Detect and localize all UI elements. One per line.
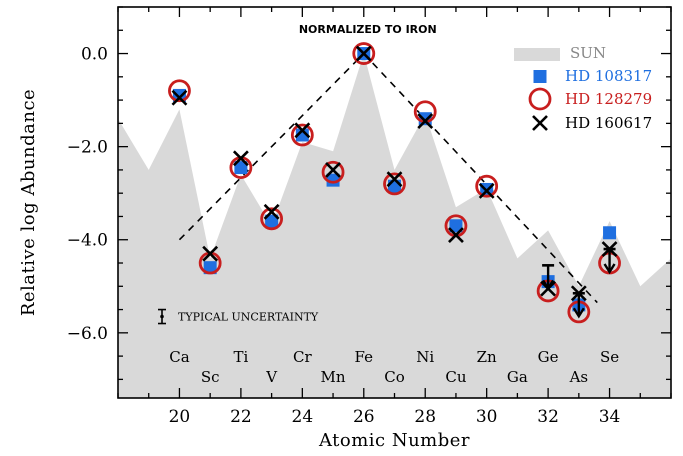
hd108317-point (388, 179, 401, 193)
element-label: Cr (293, 348, 312, 366)
legend-swatch-square (533, 70, 547, 83)
hd108317-point (603, 226, 617, 240)
y-tick-label: −2.0 (67, 138, 108, 158)
x-axis-title: Atomic Number (318, 430, 470, 451)
legend-entry: SUN (514, 44, 606, 62)
element-label: As (569, 368, 589, 386)
hd128279-point (321, 160, 345, 184)
limit-head (542, 279, 555, 291)
sun-area-layer (118, 53, 671, 398)
element-label: Ti (233, 348, 248, 366)
legend-entry: HD 128279 (528, 87, 652, 111)
uncertainty-label: TYPICAL UNCERTAINTY (178, 311, 319, 324)
upper-limit-arrow (603, 247, 616, 275)
x-stroke-b (532, 115, 548, 131)
hd128279-point (352, 42, 376, 65)
hd160617-point (478, 182, 495, 199)
y-axis-title: Relative log Abundance (18, 89, 39, 316)
x-stroke-b (417, 113, 434, 129)
hd160617-point (417, 113, 434, 129)
hd108317-point (203, 261, 217, 275)
hd160617-point (294, 122, 311, 139)
hd160617-point (386, 171, 403, 188)
hd160617-point (232, 150, 249, 167)
legend-label: HD 160617 (565, 114, 652, 132)
hd128279-point (475, 174, 499, 198)
hd128279-point (290, 123, 314, 147)
chart-title: NORMALIZED TO IRON (299, 23, 437, 36)
element-label: Se (600, 348, 619, 366)
hd128279-point (260, 207, 284, 231)
x-tick-label: 24 (292, 407, 314, 427)
element-label: Ge (538, 348, 559, 366)
hd108317-point (234, 161, 248, 175)
x-stroke-b (171, 89, 188, 106)
element-label: Sc (201, 368, 220, 386)
hd160617-point (202, 245, 219, 262)
hd160617-point (448, 227, 464, 244)
upper-limit-arrow (542, 264, 555, 291)
hd160617-point (325, 161, 341, 178)
x-stroke-b (202, 245, 219, 262)
legend-swatch-circle (528, 87, 552, 111)
legend-entry: HD 160617 (532, 114, 652, 132)
x-tick-label: 28 (414, 407, 436, 427)
hd108317-point (172, 88, 186, 102)
x-tick-label: 34 (599, 407, 621, 427)
legend-label: HD 128279 (565, 90, 652, 108)
limit-head (603, 263, 616, 275)
hd160617-point (355, 45, 372, 62)
hd128279-point (168, 79, 191, 103)
element-label: Mn (321, 368, 346, 386)
x-stroke-b (263, 203, 280, 220)
hd108317-point (449, 219, 463, 233)
legend-label: HD 108317 (565, 67, 652, 85)
y-tick-label: 0.0 (81, 45, 108, 65)
uncertainty-dot (160, 314, 164, 319)
hd160617-point (263, 203, 280, 220)
hd160617-point (171, 89, 188, 106)
hd108317-point (265, 214, 279, 228)
element-label: V (265, 368, 278, 386)
legend-entry: HD 108317 (533, 67, 652, 85)
x-stroke-b (355, 45, 372, 62)
legend-label: SUN (570, 44, 606, 62)
x-tick-label: 26 (353, 407, 375, 427)
marks-layer (168, 42, 621, 324)
element-label: Fe (355, 348, 374, 366)
x-stroke-b (478, 182, 495, 199)
x-stroke-b (232, 150, 249, 167)
x-tick-label: 30 (476, 407, 498, 427)
legend: SUN HD 108317 HD 128279 HD 160617 (514, 44, 652, 132)
x-stroke-b (448, 227, 464, 244)
legend-swatch-sun (514, 48, 560, 61)
limit-head (572, 307, 585, 319)
hd108317-point (295, 128, 309, 142)
element-label: Co (384, 368, 405, 386)
y-tick-label: −4.0 (67, 231, 108, 251)
sun-area (118, 53, 671, 398)
element-label: Ca (169, 348, 189, 366)
hd128279-point (383, 172, 406, 196)
x-stroke-b (386, 171, 403, 188)
x-tick-label: 22 (230, 407, 252, 427)
hd108317-point (326, 173, 340, 187)
element-label: Cu (445, 368, 466, 386)
legend-swatch-x (532, 115, 548, 131)
x-tick-label: 20 (169, 407, 191, 427)
x-stroke-b (325, 161, 341, 178)
hd108317-point (418, 112, 432, 126)
upper-limit-arrow (572, 291, 585, 319)
element-label: Ni (416, 348, 434, 366)
uncertainty-bar (158, 308, 166, 325)
x-stroke-b (294, 122, 311, 139)
element-label: Zn (477, 348, 497, 366)
y-tick-label: −6.0 (67, 324, 108, 344)
text-layer: NORMALIZED TO IRON Atomic Number Relativ… (18, 23, 620, 451)
element-label: Ga (507, 368, 528, 386)
guide-line-1 (178, 52, 365, 241)
axes-frame-layer (117, 6, 672, 399)
x-tick-label: 32 (537, 407, 559, 427)
